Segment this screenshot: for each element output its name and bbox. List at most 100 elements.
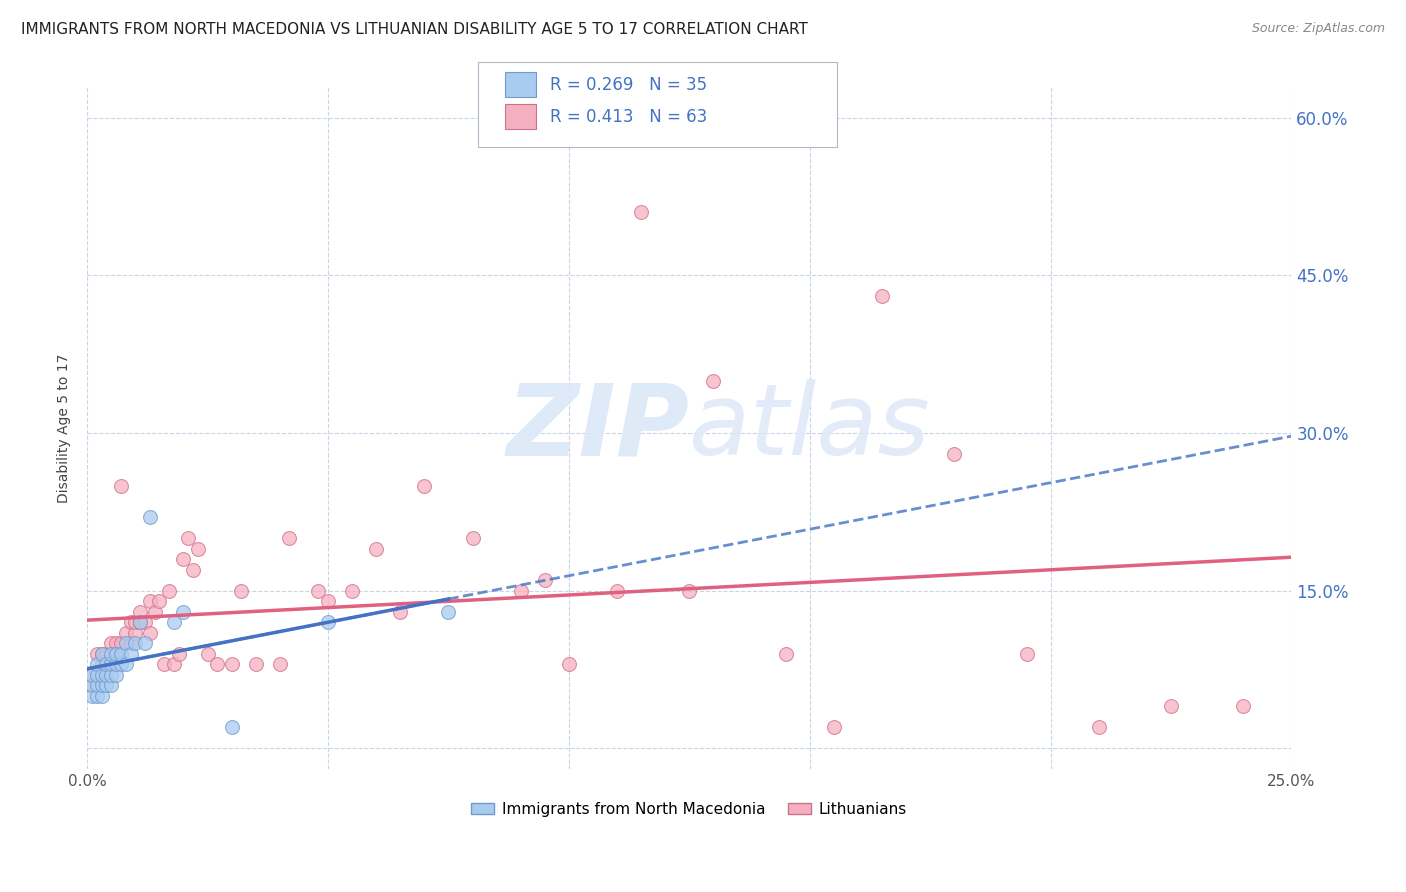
Point — [231, 583, 253, 598]
Point — [533, 573, 555, 587]
Point — [197, 647, 219, 661]
Point — [100, 667, 122, 681]
Text: Source: ZipAtlas.com: Source: ZipAtlas.com — [1251, 22, 1385, 36]
Point — [167, 647, 190, 661]
Point — [558, 657, 581, 672]
Point — [221, 657, 243, 672]
Text: IMMIGRANTS FROM NORTH MACEDONIA VS LITHUANIAN DISABILITY AGE 5 TO 17 CORRELATION: IMMIGRANTS FROM NORTH MACEDONIA VS LITHU… — [21, 22, 808, 37]
Point — [1232, 699, 1254, 714]
Point — [461, 531, 484, 545]
Point — [278, 531, 301, 545]
Point — [105, 647, 128, 661]
Point — [120, 647, 142, 661]
Point — [630, 205, 652, 219]
Point — [307, 583, 329, 598]
Point — [100, 678, 122, 692]
Point — [124, 625, 146, 640]
Point — [124, 615, 146, 630]
Point — [80, 678, 103, 692]
Point — [134, 615, 156, 630]
Point — [316, 594, 339, 608]
Point — [1087, 720, 1109, 734]
Point — [86, 647, 108, 661]
Point — [100, 657, 122, 672]
Point — [316, 615, 339, 630]
Point — [80, 689, 103, 703]
Point — [105, 667, 128, 681]
Point — [143, 605, 166, 619]
Point — [702, 374, 724, 388]
Point — [943, 447, 966, 461]
Point — [120, 636, 142, 650]
Point — [96, 667, 118, 681]
Point — [157, 583, 180, 598]
Point — [105, 647, 128, 661]
Point — [366, 541, 388, 556]
Point — [129, 605, 152, 619]
Point — [187, 541, 209, 556]
Point — [153, 657, 176, 672]
Point — [96, 678, 118, 692]
Point — [389, 605, 412, 619]
Point — [90, 678, 112, 692]
Point — [823, 720, 845, 734]
Point — [110, 647, 132, 661]
Point — [100, 657, 122, 672]
Point — [124, 636, 146, 650]
Point — [413, 478, 436, 492]
Point — [163, 615, 186, 630]
Point — [437, 605, 460, 619]
Point — [245, 657, 267, 672]
Point — [129, 615, 152, 630]
Point — [86, 667, 108, 681]
Text: atlas: atlas — [689, 379, 931, 476]
Point — [139, 594, 162, 608]
Point — [114, 657, 136, 672]
Point — [177, 531, 200, 545]
Point — [96, 657, 118, 672]
Point — [678, 583, 700, 598]
Point — [134, 636, 156, 650]
Point — [173, 605, 195, 619]
Point — [148, 594, 170, 608]
Point — [110, 478, 132, 492]
Point — [114, 625, 136, 640]
Point — [1160, 699, 1182, 714]
Point — [173, 552, 195, 566]
Point — [1015, 647, 1038, 661]
Point — [114, 636, 136, 650]
Point — [120, 615, 142, 630]
Y-axis label: Disability Age 5 to 17: Disability Age 5 to 17 — [58, 353, 72, 502]
Point — [80, 667, 103, 681]
Point — [105, 657, 128, 672]
Point — [90, 647, 112, 661]
Text: R = 0.269   N = 35: R = 0.269 N = 35 — [550, 76, 707, 94]
Point — [163, 657, 186, 672]
Point — [110, 636, 132, 650]
Legend: Immigrants from North Macedonia, Lithuanians: Immigrants from North Macedonia, Lithuan… — [465, 796, 914, 823]
Point — [110, 657, 132, 672]
Point — [100, 636, 122, 650]
Point — [80, 678, 103, 692]
Point — [90, 689, 112, 703]
Point — [205, 657, 228, 672]
Point — [181, 563, 204, 577]
Point — [105, 636, 128, 650]
Point — [139, 510, 162, 524]
Point — [340, 583, 363, 598]
Point — [100, 647, 122, 661]
Point — [90, 667, 112, 681]
Point — [96, 657, 118, 672]
Point — [139, 625, 162, 640]
Point — [96, 647, 118, 661]
Point — [86, 667, 108, 681]
Point — [86, 678, 108, 692]
Text: ZIP: ZIP — [506, 379, 689, 476]
Point — [269, 657, 291, 672]
Point — [90, 657, 112, 672]
Point — [90, 647, 112, 661]
Point — [775, 647, 797, 661]
Point — [870, 289, 893, 303]
Point — [86, 657, 108, 672]
Point — [221, 720, 243, 734]
